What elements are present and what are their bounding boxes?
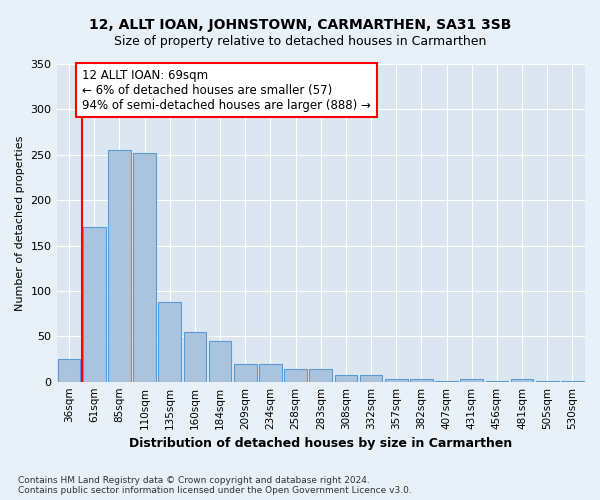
Bar <box>385 379 407 382</box>
X-axis label: Distribution of detached houses by size in Carmarthen: Distribution of detached houses by size … <box>129 437 512 450</box>
Bar <box>209 341 232 382</box>
Bar <box>561 381 584 382</box>
Bar <box>284 369 307 382</box>
Bar <box>259 364 282 382</box>
Bar <box>108 150 131 382</box>
Bar <box>234 364 257 382</box>
Bar <box>485 381 508 382</box>
Text: Size of property relative to detached houses in Carmarthen: Size of property relative to detached ho… <box>114 35 486 48</box>
Y-axis label: Number of detached properties: Number of detached properties <box>15 135 25 310</box>
Bar <box>58 359 80 382</box>
Text: Contains HM Land Registry data © Crown copyright and database right 2024.
Contai: Contains HM Land Registry data © Crown c… <box>18 476 412 495</box>
Text: 12 ALLT IOAN: 69sqm
← 6% of detached houses are smaller (57)
94% of semi-detache: 12 ALLT IOAN: 69sqm ← 6% of detached hou… <box>82 68 371 112</box>
Bar <box>133 153 156 382</box>
Bar <box>511 379 533 382</box>
Bar <box>460 379 483 382</box>
Bar <box>335 376 357 382</box>
Bar <box>536 381 559 382</box>
Bar <box>184 332 206 382</box>
Bar <box>410 379 433 382</box>
Bar <box>83 228 106 382</box>
Bar <box>158 302 181 382</box>
Text: 12, ALLT IOAN, JOHNSTOWN, CARMARTHEN, SA31 3SB: 12, ALLT IOAN, JOHNSTOWN, CARMARTHEN, SA… <box>89 18 511 32</box>
Bar <box>360 376 382 382</box>
Bar <box>435 381 458 382</box>
Bar <box>310 369 332 382</box>
